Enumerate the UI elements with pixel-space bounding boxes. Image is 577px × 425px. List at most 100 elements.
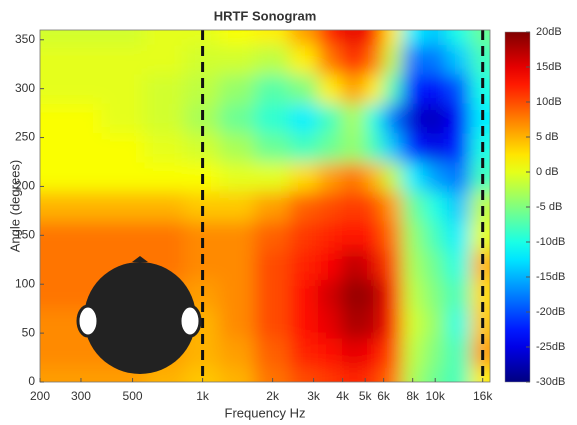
heatmap-cell (364, 44, 384, 75)
heatmap-cell (470, 30, 490, 46)
heatmap-cell (402, 44, 425, 75)
colorbar-tick-label: 15dB (536, 61, 562, 73)
y-tick-label: 50 (22, 325, 36, 339)
heatmap-cell (423, 191, 447, 222)
heatmap-cell (423, 220, 447, 251)
heatmap-cell (383, 279, 403, 310)
heatmap-cell (219, 30, 256, 46)
x-tick-label: 500 (123, 389, 143, 403)
heatmap-cell (40, 30, 61, 46)
heatmap-cell (402, 30, 425, 46)
heatmap-cell (144, 74, 186, 104)
heatmap-cell (364, 338, 384, 368)
heatmap-cell (383, 132, 403, 163)
heatmap-cell (254, 308, 291, 339)
heatmap-cell (470, 279, 490, 310)
heatmap-cell (383, 250, 403, 280)
heatmap-cell (289, 367, 319, 382)
heatmap-cell (383, 162, 403, 192)
heatmap-cell (254, 74, 291, 104)
heatmap-cell (383, 103, 403, 134)
colorbar-tick-label: -30dB (536, 376, 565, 388)
y-tick-label: 300 (15, 81, 35, 95)
heatmap-cell (289, 191, 319, 222)
heatmap-cell (446, 44, 471, 75)
heatmap-cell (60, 44, 102, 75)
heatmap-cell (219, 74, 256, 104)
heatmap-cell (289, 103, 319, 134)
heatmap-cell (402, 308, 425, 339)
heatmap-cell (289, 308, 319, 339)
colorbar-tick-label: -15dB (536, 271, 565, 283)
heatmap-cell (219, 308, 256, 339)
heatmap-cell (341, 367, 366, 382)
heatmap-cell (60, 250, 102, 280)
heatmap-cell (470, 338, 490, 368)
heatmap-cell (289, 250, 319, 280)
heatmap-cell (254, 30, 291, 46)
x-tick-label: 10k (426, 389, 446, 403)
heatmap-cell (364, 250, 384, 280)
heatmap-cell (364, 279, 384, 310)
colorbar (504, 31, 531, 383)
heatmap-cell (446, 162, 471, 192)
plot-frame (39, 29, 491, 383)
heatmap-cell (40, 250, 61, 280)
heatmap-cell (254, 220, 291, 251)
heatmap-cell (341, 308, 366, 339)
heatmap-cell (60, 367, 102, 382)
colorbar-tick-label: -25dB (536, 341, 565, 353)
heatmap-cell (364, 308, 384, 339)
heatmap-cell (341, 74, 366, 104)
heatmap-cell (219, 44, 256, 75)
heatmap-cell (446, 250, 471, 280)
heatmap-cell (470, 191, 490, 222)
heatmap-cell (317, 30, 343, 46)
heatmap-cell (40, 338, 61, 368)
heatmap-cell (101, 74, 145, 104)
heatmap-cell (341, 44, 366, 75)
heatmap-cell (402, 162, 425, 192)
heatmap-cell (470, 162, 490, 192)
heatmap-cell (101, 103, 145, 134)
heatmap-cell (446, 367, 471, 382)
y-tick-label: 250 (15, 130, 35, 144)
x-tick-label: 200 (30, 389, 50, 403)
heatmap-cell (289, 30, 319, 46)
heatmap-cell (341, 279, 366, 310)
heatmap-cell (317, 44, 343, 75)
x-tick-label: 6k (377, 389, 391, 403)
heatmap-cell (317, 279, 343, 310)
colorbar-tick-label: 20dB (536, 26, 562, 38)
heatmap-cell (317, 250, 343, 280)
heatmap-cell (254, 338, 291, 368)
colorbar-tick-label: -5 dB (536, 201, 562, 213)
heatmap-cell (423, 44, 447, 75)
heatmap-cell (364, 220, 384, 251)
heatmap-cell (446, 74, 471, 104)
heatmap-cell (446, 279, 471, 310)
heatmap-cell (144, 367, 186, 382)
heatmap-cell (144, 220, 186, 251)
heatmap-cell (144, 44, 186, 75)
heatmap-cell (383, 30, 403, 46)
heatmap-cell (402, 191, 425, 222)
heatmap-cell (446, 103, 471, 134)
heatmap-cell (289, 220, 319, 251)
heatmap-cell (254, 103, 291, 134)
heatmap-cell (317, 220, 343, 251)
heatmap-cell (101, 220, 145, 251)
heatmap-cell (364, 132, 384, 163)
heatmap-cell (402, 279, 425, 310)
heatmap-cell (219, 367, 256, 382)
heatmap-cell (254, 279, 291, 310)
x-axis-label: Frequency Hz (225, 405, 306, 420)
heatmap-cell (317, 103, 343, 134)
heatmap-cell (470, 44, 490, 75)
heatmap-cell (101, 191, 145, 222)
heatmap-cell (383, 338, 403, 368)
heatmap-cell (40, 74, 61, 104)
heatmap-cell (423, 162, 447, 192)
heatmap-cell (101, 132, 145, 163)
heatmap-cell (219, 132, 256, 163)
